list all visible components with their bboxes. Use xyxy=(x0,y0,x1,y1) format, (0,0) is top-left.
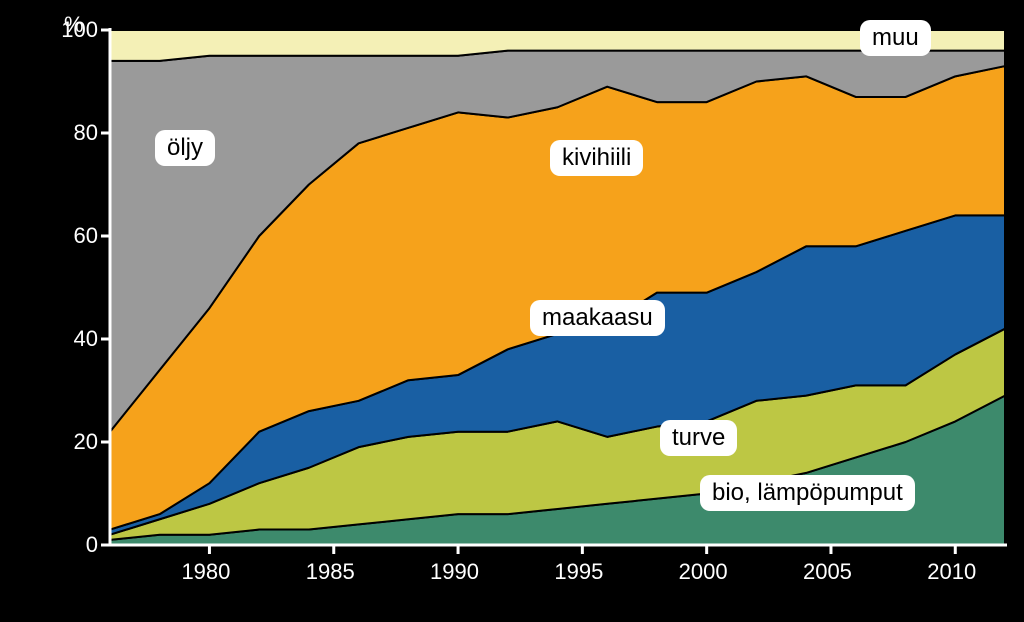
x-tick-1990: 1990 xyxy=(430,559,479,585)
x-tick-1980: 1980 xyxy=(181,559,230,585)
chart-svg xyxy=(0,0,1024,617)
stacked-area-chart: % 0 20 40 60 80 100 1980 1985 1990 1995 … xyxy=(0,0,1024,617)
x-tick-2005: 2005 xyxy=(803,559,852,585)
label-maakaasu: maakaasu xyxy=(530,300,665,336)
y-tick-40: 40 xyxy=(58,326,98,352)
label-turve: turve xyxy=(660,420,737,456)
label-bio: bio, lämpöpumput xyxy=(700,475,915,511)
y-tick-80: 80 xyxy=(58,120,98,146)
label-oljy: öljy xyxy=(155,130,215,166)
x-tick-2000: 2000 xyxy=(679,559,728,585)
y-tick-0: 0 xyxy=(58,532,98,558)
x-tick-1995: 1995 xyxy=(554,559,603,585)
y-tick-20: 20 xyxy=(58,429,98,455)
label-muu: muu xyxy=(860,20,931,56)
label-kivihiili: kivihiili xyxy=(550,140,643,176)
x-tick-2010: 2010 xyxy=(927,559,976,585)
y-tick-100: 100 xyxy=(58,17,98,43)
y-tick-60: 60 xyxy=(58,223,98,249)
x-tick-1985: 1985 xyxy=(306,559,355,585)
